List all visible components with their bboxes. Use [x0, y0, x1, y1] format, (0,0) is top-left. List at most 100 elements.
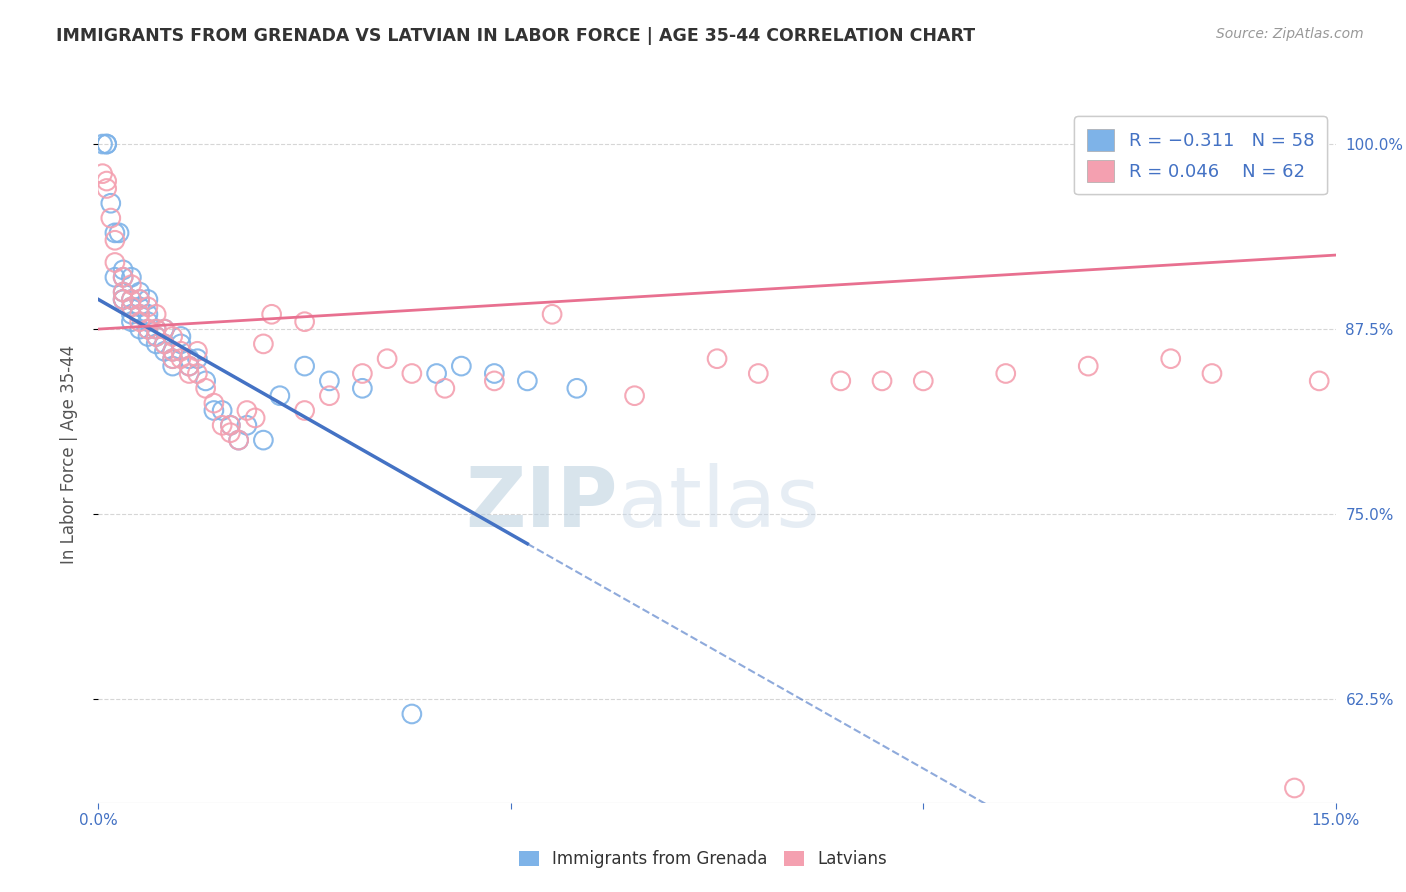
- Point: [252, 433, 274, 447]
- Point: [211, 418, 233, 433]
- Point: [112, 293, 135, 307]
- Point: [128, 315, 150, 329]
- Point: [153, 322, 176, 336]
- Legend: Immigrants from Grenada, Latvians: Immigrants from Grenada, Latvians: [512, 844, 894, 875]
- Point: [112, 270, 135, 285]
- Point: [136, 315, 159, 329]
- Point: [128, 293, 150, 307]
- Point: [194, 381, 217, 395]
- Point: [112, 270, 135, 285]
- Point: [108, 226, 131, 240]
- Point: [450, 359, 472, 373]
- Point: [186, 367, 208, 381]
- Point: [179, 359, 201, 373]
- Point: [1077, 359, 1099, 373]
- Point: [830, 374, 852, 388]
- Point: [219, 418, 242, 433]
- Point: [136, 329, 159, 343]
- Point: [294, 403, 316, 417]
- Point: [162, 351, 184, 366]
- Point: [623, 389, 645, 403]
- Point: [170, 337, 193, 351]
- Point: [228, 433, 250, 447]
- Point: [162, 359, 184, 373]
- Text: Source: ZipAtlas.com: Source: ZipAtlas.com: [1216, 27, 1364, 41]
- Point: [112, 263, 135, 277]
- Point: [994, 367, 1017, 381]
- Point: [104, 226, 127, 240]
- Point: [202, 396, 225, 410]
- Point: [120, 293, 142, 307]
- Point: [100, 211, 122, 225]
- Point: [162, 351, 184, 366]
- Point: [401, 706, 423, 721]
- Point: [565, 381, 588, 395]
- Point: [96, 181, 118, 195]
- Point: [236, 403, 259, 417]
- Point: [179, 367, 201, 381]
- Point: [1284, 780, 1306, 795]
- Point: [153, 344, 176, 359]
- Point: [401, 367, 423, 381]
- Point: [112, 285, 135, 299]
- Point: [104, 270, 127, 285]
- Point: [104, 233, 127, 247]
- Point: [120, 300, 142, 314]
- Point: [162, 344, 184, 359]
- Point: [194, 374, 217, 388]
- Point: [153, 337, 176, 351]
- Point: [179, 359, 201, 373]
- Point: [219, 425, 242, 440]
- Point: [112, 293, 135, 307]
- Point: [96, 136, 118, 151]
- Point: [318, 389, 340, 403]
- Point: [136, 307, 159, 321]
- Point: [912, 374, 935, 388]
- Point: [260, 307, 283, 321]
- Point: [179, 351, 201, 366]
- Point: [120, 293, 142, 307]
- Point: [162, 329, 184, 343]
- Point: [120, 307, 142, 321]
- Point: [1160, 351, 1182, 366]
- Point: [128, 307, 150, 321]
- Point: [352, 381, 374, 395]
- Point: [145, 322, 167, 336]
- Point: [541, 307, 564, 321]
- Point: [112, 293, 135, 307]
- Point: [120, 277, 142, 292]
- Text: ZIP: ZIP: [465, 463, 619, 544]
- Point: [153, 337, 176, 351]
- Point: [145, 307, 167, 321]
- Point: [128, 285, 150, 299]
- Point: [120, 270, 142, 285]
- Point: [484, 367, 506, 381]
- Point: [128, 322, 150, 336]
- Point: [162, 344, 184, 359]
- Point: [243, 411, 266, 425]
- Point: [236, 418, 259, 433]
- Point: [433, 381, 456, 395]
- Point: [426, 367, 449, 381]
- Point: [136, 293, 159, 307]
- Point: [186, 344, 208, 359]
- Point: [318, 374, 340, 388]
- Point: [128, 300, 150, 314]
- Point: [104, 255, 127, 269]
- Point: [145, 329, 167, 343]
- Point: [186, 351, 208, 366]
- Point: [1308, 374, 1330, 388]
- Point: [136, 322, 159, 336]
- Point: [252, 337, 274, 351]
- Point: [170, 329, 193, 343]
- Point: [91, 167, 114, 181]
- Point: [228, 433, 250, 447]
- Y-axis label: In Labor Force | Age 35-44: In Labor Force | Age 35-44: [59, 345, 77, 565]
- Point: [170, 351, 193, 366]
- Point: [96, 174, 118, 188]
- Point: [219, 418, 242, 433]
- Point: [375, 351, 398, 366]
- Text: atlas: atlas: [619, 463, 820, 544]
- Point: [870, 374, 893, 388]
- Point: [294, 359, 316, 373]
